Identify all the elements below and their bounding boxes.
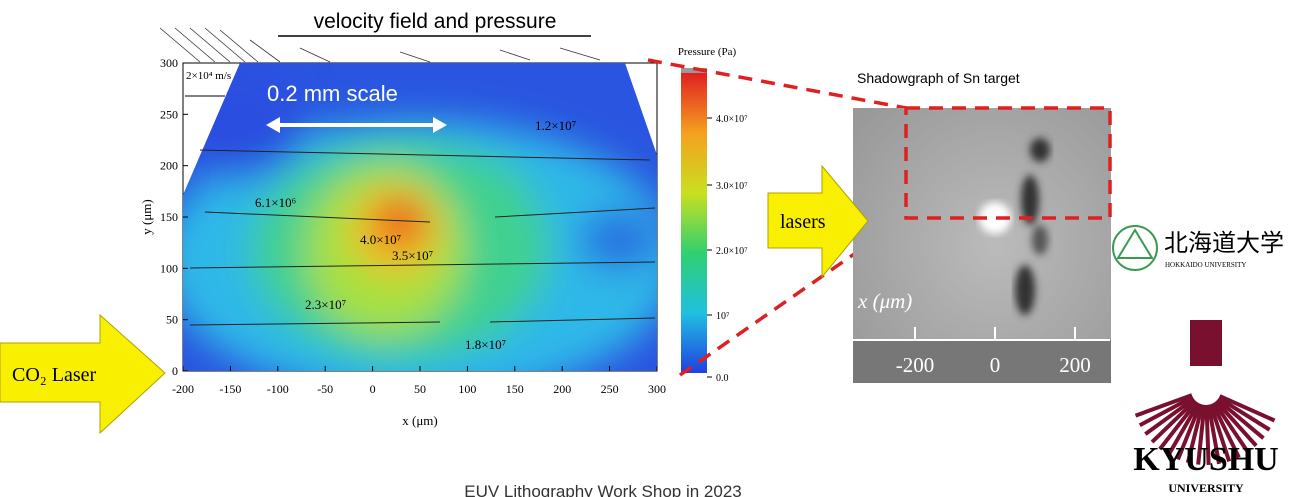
colorbar-tick-label: 10⁷: [716, 311, 730, 322]
x-tick-label: -150: [219, 382, 241, 396]
footer: EUV Lithography Work Shop in 2023: [464, 482, 742, 497]
x-tick-label: 0: [370, 382, 376, 396]
colorbar-tick-label: 3.0×10⁷: [716, 181, 748, 192]
title: velocity field and pressure: [314, 10, 557, 33]
scale-note: 2×10⁴ m/s: [186, 70, 231, 82]
y-tick-label: 150: [160, 210, 178, 224]
scale-label: 0.2 mm scale: [267, 81, 398, 106]
y-tick-label: 200: [160, 159, 178, 173]
contour-label: 6.1×10⁶: [255, 195, 296, 210]
x-tick-label: -200: [172, 382, 194, 396]
kyushu-name: KYUSHU: [1133, 441, 1278, 478]
shadowgraph-tick-label: 0: [990, 353, 1001, 377]
y-tick-label: 50: [166, 313, 178, 327]
x-tick-label: 200: [553, 382, 571, 396]
hokkaido-name-en: HOKKAIDO UNIVERSITY: [1165, 261, 1246, 269]
slide: velocity field and pressure 2×10⁴ m/s 0.…: [0, 0, 1307, 497]
shadowgraph-axis-label: x (μm): [857, 289, 912, 313]
x-tick-label: -100: [267, 382, 289, 396]
x-tick-label: 300: [648, 382, 666, 396]
x-tick-label: 50: [414, 382, 426, 396]
y-tick-label: 300: [160, 56, 178, 70]
x-tick-label: -50: [317, 382, 333, 396]
hokkaido-name: 北海道大学: [1164, 230, 1284, 257]
colorbar: [681, 73, 707, 373]
kyushu-emblem: [1190, 320, 1222, 366]
contour-label: 3.5×10⁷: [392, 248, 433, 263]
contour-label: 2.3×10⁷: [305, 297, 346, 312]
shadowgraph-tick-label: 200: [1059, 353, 1091, 377]
pressure-map: [150, 40, 690, 400]
x-tick-label: 100: [458, 382, 476, 396]
colorbar-title: Pressure (Pa): [678, 46, 737, 58]
y-label: y (μm): [139, 199, 154, 235]
shadowgraph-tick-label: -200: [896, 353, 935, 377]
x-tick-label: 250: [601, 382, 619, 396]
colorbar-tick-label: 2.0×10⁷: [716, 246, 748, 257]
hokkaido-logo: [1113, 226, 1157, 270]
y-tick-label: 250: [160, 107, 178, 121]
colorbar-tick-label: 0.0: [716, 373, 729, 384]
x-tick-label: 150: [506, 382, 524, 396]
shadowgraph-title: Shadowgraph of Sn target: [857, 70, 1020, 86]
contour-label: 1.2×10⁷: [535, 118, 576, 133]
lasers-label: lasers: [780, 211, 826, 233]
colorbar-tick-label: 4.0×10⁷: [716, 114, 748, 125]
y-tick-label: 100: [160, 261, 178, 275]
kyushu-sub: UNIVERSITY: [1168, 481, 1244, 495]
x-label: x (μm): [402, 413, 438, 428]
contour-label: 1.8×10⁷: [465, 337, 506, 352]
y-tick-label: 0: [172, 364, 178, 378]
top-arrows: [160, 28, 600, 62]
contour-label: 4.0×10⁷: [360, 232, 401, 247]
co2-label: CO₂ Laser: [12, 364, 97, 386]
